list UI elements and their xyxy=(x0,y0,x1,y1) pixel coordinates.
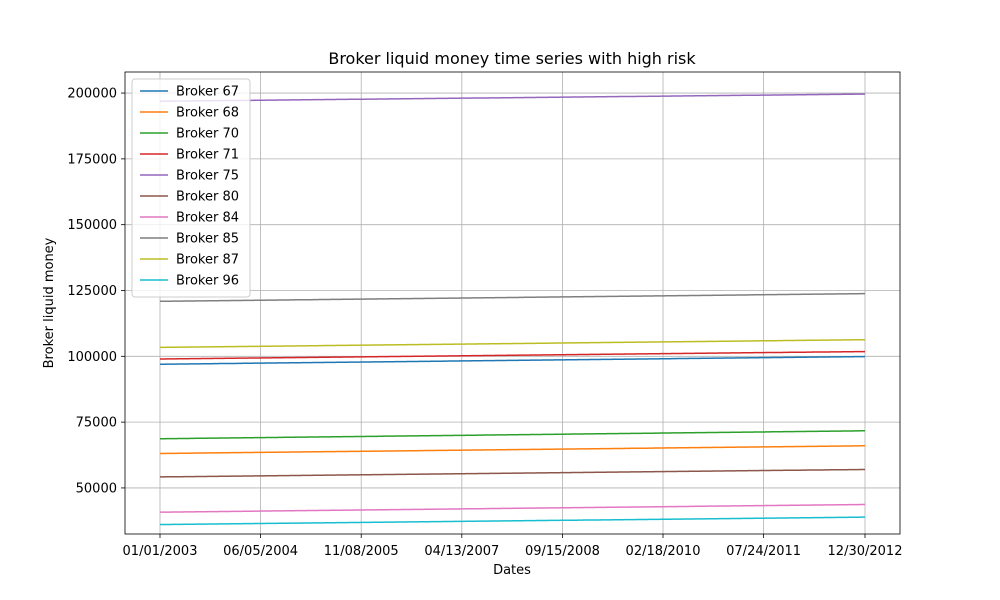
x-tick-label: 09/15/2008 xyxy=(525,544,600,559)
y-tick-label: 125000 xyxy=(67,284,117,299)
x-tick-label: 11/08/2005 xyxy=(324,544,399,559)
series-lines xyxy=(160,93,865,526)
legend-entry-label: Broker 75 xyxy=(176,169,239,184)
x-tick-label: 07/24/2011 xyxy=(726,544,801,559)
x-tick-label: 01/01/2003 xyxy=(123,544,198,559)
series-line-broker-71 xyxy=(160,350,865,360)
x-axis-ticks: 01/01/2003 06/05/2004 11/08/2005 04/13/2007… xyxy=(123,534,903,559)
y-axis-ticks: 50000 75000 100000 125000 150000 175000 200000 xyxy=(67,87,125,496)
y-tick-label: 175000 xyxy=(67,152,117,167)
series-line-broker-67 xyxy=(160,355,865,365)
y-tick-label: 100000 xyxy=(67,350,117,365)
series-line-broker-75 xyxy=(160,93,865,102)
legend-entry-label: Broker 67 xyxy=(176,85,239,100)
x-tick-label: 12/30/2012 xyxy=(828,544,903,559)
plot-frame xyxy=(124,71,901,535)
x-axis-title: Dates xyxy=(493,563,531,578)
x-tick-label: 04/13/2007 xyxy=(424,544,499,559)
series-line-broker-96 xyxy=(160,516,865,526)
x-tick-label: 06/05/2004 xyxy=(223,544,298,559)
y-tick-label: 50000 xyxy=(76,481,117,496)
series-line-broker-80 xyxy=(160,468,865,478)
grid xyxy=(125,72,900,534)
legend-entry-label: Broker 87 xyxy=(176,253,239,268)
legend-entry-label: Broker 96 xyxy=(176,274,239,289)
legend-entry-label: Broker 84 xyxy=(176,211,239,226)
legend: Broker 67 Broker 68 Broker 70 Broker 71 Brok… xyxy=(131,78,251,298)
y-axis-title: Broker liquid money xyxy=(42,237,57,368)
series-line-broker-68 xyxy=(160,445,865,455)
series-line-broker-87 xyxy=(160,338,865,349)
y-tick-label: 150000 xyxy=(67,218,117,233)
legend-entry-label: Broker 71 xyxy=(176,148,239,163)
y-tick-label: 75000 xyxy=(76,416,117,431)
series-line-broker-84 xyxy=(160,503,865,513)
series-line-broker-70 xyxy=(160,430,865,440)
legend-entry-label: Broker 68 xyxy=(176,106,239,121)
chart-title: Broker liquid money time series with hig… xyxy=(328,49,696,68)
y-tick-label: 200000 xyxy=(67,87,117,102)
legend-entry-label: Broker 85 xyxy=(176,232,239,247)
x-tick-label: 02/18/2010 xyxy=(626,544,701,559)
legend-entry-label: Broker 70 xyxy=(176,127,239,142)
series-line-broker-85 xyxy=(160,292,865,303)
legend-entry-label: Broker 80 xyxy=(176,190,239,205)
